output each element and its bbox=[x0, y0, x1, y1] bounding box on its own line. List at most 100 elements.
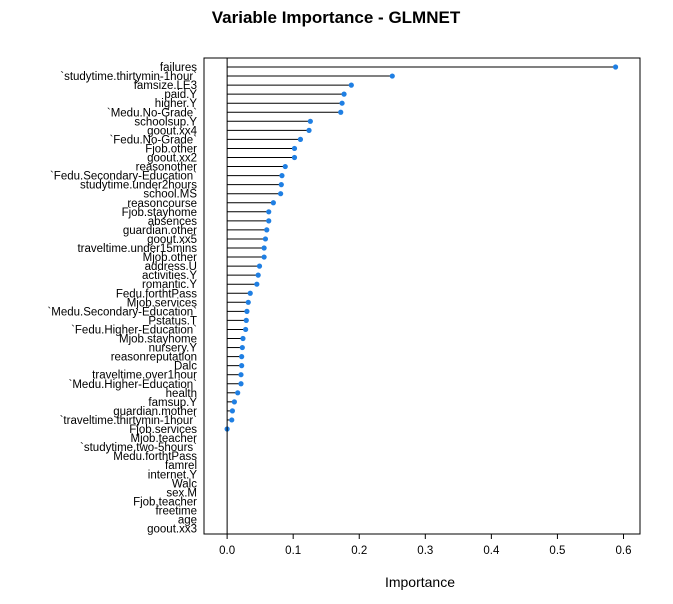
y-tick-label: goout.xx4 bbox=[147, 125, 197, 137]
importance-point bbox=[306, 127, 312, 133]
y-tick-label: `studytime.two-5hours` bbox=[80, 442, 197, 454]
importance-point bbox=[254, 281, 260, 287]
y-tick-label: romantic.Y bbox=[142, 279, 197, 291]
plot-frame bbox=[203, 57, 641, 535]
y-tick-label: `Medu.Secondary-Education` bbox=[47, 306, 197, 318]
y-tick-label: Dalc bbox=[174, 361, 197, 373]
y-tick-label: Mjob.services bbox=[127, 297, 198, 309]
y-tick-label: `Fedu.Higher-Education` bbox=[71, 324, 197, 336]
y-tick-label: guardian.mother bbox=[113, 406, 197, 418]
y-tick-label: traveltime.under15mins bbox=[77, 243, 197, 255]
y-tick-label: goout.xx5 bbox=[147, 234, 197, 246]
importance-point bbox=[341, 91, 347, 97]
y-tick-label: studytime.under2hours bbox=[80, 180, 197, 192]
y-tick-label: Fedu.forthtPass bbox=[116, 288, 197, 300]
y-tick-label: schoolsup.Y bbox=[134, 116, 197, 128]
y-tick-label: failures bbox=[160, 62, 197, 74]
y-tick-label: `studytime.thirtymin-1hour` bbox=[60, 71, 197, 83]
importance-point bbox=[255, 272, 261, 278]
importance-point bbox=[389, 73, 395, 79]
importance-point bbox=[239, 354, 245, 360]
importance-point bbox=[262, 236, 269, 242]
importance-point bbox=[229, 408, 236, 414]
importance-point bbox=[238, 372, 244, 378]
importance-point bbox=[235, 390, 241, 396]
importance-point bbox=[243, 326, 249, 333]
y-tick-label: goout.xx2 bbox=[147, 153, 197, 165]
importance-point bbox=[240, 335, 246, 342]
y-tick-label: `traveltime.thirtymin-1hour` bbox=[60, 415, 197, 427]
importance-point bbox=[245, 299, 251, 305]
y-tick-label: reasonother bbox=[136, 162, 198, 174]
y-tick-label: Pstatus.T bbox=[148, 315, 197, 327]
y-tick-label: Fjob.stayhome bbox=[122, 207, 197, 219]
y-tick-label: `Medu.Higher-Education` bbox=[69, 379, 197, 391]
y-tick-label: Medu.forthtPass bbox=[113, 451, 197, 463]
y-tick-label: sex.M bbox=[166, 487, 197, 499]
importance-point bbox=[282, 163, 288, 170]
importance-point bbox=[307, 118, 313, 124]
y-tick-label: Fjob.teacher bbox=[133, 496, 197, 508]
y-tick-label: famsup.Y bbox=[148, 397, 197, 409]
x-tick-label: 0.0 bbox=[219, 545, 235, 557]
importance-point bbox=[339, 100, 345, 106]
y-tick-label: reasonreputation bbox=[111, 352, 197, 364]
y-tick-label: Fjob.services bbox=[129, 424, 197, 436]
importance-point bbox=[297, 136, 304, 142]
importance-point bbox=[612, 64, 619, 70]
x-tick-label: 0.2 bbox=[351, 545, 367, 557]
importance-point bbox=[261, 254, 267, 260]
y-tick-label: Mjob.other bbox=[143, 252, 198, 264]
importance-point bbox=[256, 263, 263, 269]
y-tick-label: goout.xx3 bbox=[147, 524, 197, 536]
importance-point bbox=[278, 182, 284, 188]
y-tick-label: address.U bbox=[145, 261, 197, 273]
importance-point bbox=[291, 145, 298, 152]
y-tick-label: school.MS bbox=[143, 189, 197, 201]
x-tick-label: 0.6 bbox=[615, 545, 631, 557]
y-tick-label: internet.Y bbox=[148, 469, 198, 481]
importance-point bbox=[229, 417, 235, 423]
x-tick-label: 0.1 bbox=[285, 545, 301, 557]
y-tick-label: reasoncourse bbox=[127, 198, 197, 210]
plot-panel: failures`studytime.thirtymin-1hour`famsi… bbox=[47, 58, 619, 536]
y-tick-label: `Fedu.No-Grade` bbox=[109, 134, 197, 146]
importance-point bbox=[261, 245, 267, 251]
y-tick-label: activities.Y bbox=[142, 270, 197, 282]
y-tick-label: health bbox=[166, 388, 197, 400]
y-tick-label: higher.Y bbox=[155, 98, 198, 110]
y-tick-label: `Medu.No-Grade` bbox=[107, 107, 197, 119]
y-tick-label: absences bbox=[148, 216, 197, 228]
importance-point bbox=[247, 290, 253, 296]
y-tick-label: nursery.Y bbox=[149, 343, 198, 355]
importance-point bbox=[239, 344, 245, 351]
y-tick-label: famsize.LE3 bbox=[134, 80, 197, 92]
x-tick-label: 0.5 bbox=[549, 545, 565, 557]
importance-point bbox=[231, 399, 237, 405]
x-axis: 0.0 0.1 0.2 0.3 0.4 0.5 0.6 bbox=[219, 534, 631, 557]
y-tick-label: freetime bbox=[155, 505, 197, 517]
importance-point bbox=[291, 154, 298, 161]
y-tick-label: `Fedu.Secondary-Education` bbox=[50, 171, 197, 183]
y-tick-label: traveltime.over1hour bbox=[92, 370, 197, 382]
y-tick-label: guardian.other bbox=[123, 225, 197, 237]
x-axis-label: Importance bbox=[385, 574, 455, 590]
x-tick-label: 0.3 bbox=[417, 545, 433, 557]
importance-point bbox=[243, 317, 249, 323]
x-tick-label: 0.4 bbox=[483, 545, 500, 557]
importance-point bbox=[238, 381, 244, 387]
chart-title: Variable Importance - GLMNET bbox=[212, 8, 461, 27]
y-tick-label: famrel bbox=[165, 460, 197, 472]
y-tick-label: paid.Y bbox=[164, 89, 197, 101]
importance-point bbox=[244, 308, 250, 314]
importance-point bbox=[278, 191, 284, 197]
importance-point bbox=[264, 227, 270, 233]
importance-point bbox=[348, 82, 354, 88]
importance-point bbox=[279, 173, 285, 179]
importance-point bbox=[338, 109, 344, 115]
y-tick-label: Walc bbox=[172, 478, 197, 490]
y-tick-label: Mjob.stayhome bbox=[119, 334, 197, 346]
importance-point bbox=[266, 209, 272, 215]
y-tick-label: Fjob.other bbox=[145, 143, 197, 155]
